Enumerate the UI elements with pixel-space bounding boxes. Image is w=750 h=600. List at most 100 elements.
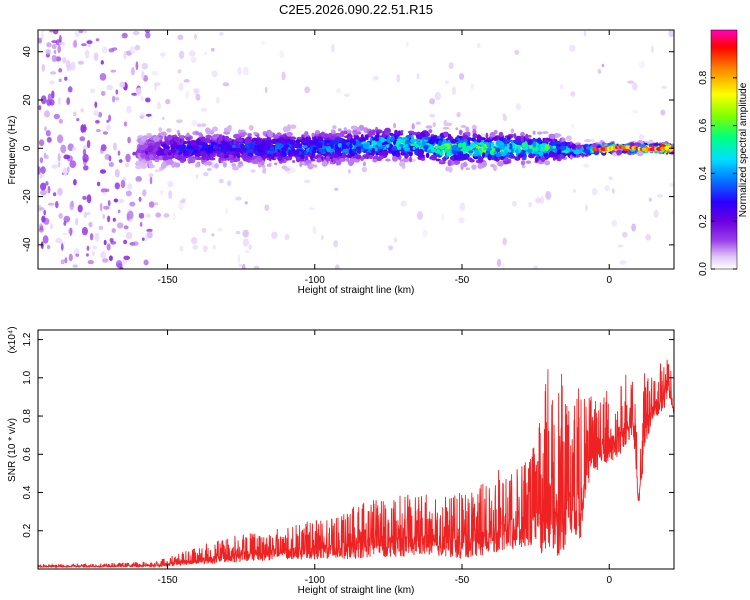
ridge-blob	[273, 153, 277, 157]
ridge-blob	[462, 142, 467, 150]
ridge-blob	[573, 149, 581, 155]
noise-blob	[72, 264, 78, 268]
ridge-blob	[455, 127, 459, 131]
noise-blob	[110, 69, 117, 73]
ridge-blob	[564, 149, 568, 154]
ridge-blob	[465, 167, 471, 170]
ridge-blob	[447, 133, 452, 141]
ridge-blob	[541, 131, 549, 134]
noise-blob	[102, 131, 108, 135]
ridge-blob	[343, 143, 347, 150]
noise-blob	[244, 250, 250, 253]
ridge-blob	[451, 144, 458, 151]
ridge-blob	[356, 126, 361, 132]
noise-blob	[619, 260, 627, 265]
noise-blob	[113, 198, 119, 203]
colorbar-tick-label: 0.6	[698, 118, 709, 132]
noise-blob	[143, 259, 149, 266]
noise-blob	[591, 188, 598, 196]
noise-blob	[123, 177, 127, 182]
ridge-blob	[386, 137, 391, 143]
noise-blob	[45, 49, 51, 55]
y-tick-label: -40	[22, 237, 33, 252]
noise-blob	[669, 183, 674, 188]
noise-blob	[138, 212, 145, 219]
ridge-blob	[177, 132, 181, 137]
ridge-blob	[333, 138, 340, 145]
ridge-blob	[612, 152, 618, 157]
noise-blob	[73, 179, 77, 186]
noise-blob	[92, 245, 98, 250]
ridge-blob	[256, 144, 261, 148]
noise-blob	[64, 257, 68, 264]
snr-y-ticks: 0.2 0.4 0.6 0.8 1.0 1.2	[22, 332, 674, 538]
ridge-blob	[487, 155, 492, 160]
ridge-blob	[447, 159, 452, 167]
noise-blob	[111, 47, 118, 51]
noise-blob	[456, 111, 461, 118]
ridge-blob	[385, 158, 391, 162]
ridge-blob	[571, 143, 576, 150]
ridge-blob	[226, 125, 232, 133]
noise-blob	[304, 86, 311, 94]
noise-blob	[129, 46, 136, 54]
ridge-blob	[239, 132, 246, 137]
noise-blob	[271, 231, 278, 239]
noise-blob	[45, 155, 49, 160]
y-tick-label: 0.4	[22, 485, 33, 499]
noise-blob	[52, 192, 57, 197]
noise-blob	[387, 245, 393, 249]
ridge-blob	[207, 147, 214, 154]
ridge-blob	[543, 144, 550, 151]
ridge-blob	[139, 140, 144, 146]
ridge-blob	[247, 133, 252, 137]
noise-blob	[80, 124, 85, 133]
noise-blob	[132, 241, 139, 246]
ridge-blob	[293, 149, 300, 155]
noise-blob	[121, 32, 128, 39]
ridge-blob	[432, 122, 436, 128]
ridge-blob	[199, 150, 207, 157]
noise-blob	[38, 105, 42, 111]
noise-blob	[117, 209, 121, 214]
ridge-blob	[443, 119, 448, 127]
ridge-blob	[204, 162, 208, 166]
noise-blob	[95, 38, 100, 42]
noise-blob	[141, 62, 148, 70]
ridge-blob	[214, 163, 219, 169]
noise-blob	[639, 134, 644, 140]
noise-blob	[645, 234, 651, 241]
noise-blob	[123, 50, 127, 60]
ridge-blob	[186, 145, 193, 150]
noise-blob	[81, 43, 87, 47]
ridge-blob	[374, 147, 378, 152]
noise-blob	[309, 207, 315, 211]
noise-blob	[102, 191, 107, 196]
ridge-blob	[236, 138, 244, 143]
ridge-blob	[525, 160, 532, 164]
noise-blob	[100, 188, 108, 193]
ridge-blob	[314, 130, 321, 135]
snr-panel: -150 -100 -50 0 0.2 0.4 0.6 0.8 1.0 1.2 Height o…	[7, 326, 675, 596]
ridge-blob	[397, 130, 401, 136]
ridge-blob	[195, 162, 200, 168]
x-tick-label: -100	[305, 575, 325, 586]
noise-blob	[44, 110, 50, 118]
noise-blob	[86, 140, 91, 149]
ridge-blob	[323, 142, 328, 146]
noise-blob	[250, 169, 256, 173]
ridge-blob	[307, 153, 312, 157]
noise-blob	[103, 239, 107, 246]
noise-blob	[441, 214, 445, 221]
ridge-blob	[540, 156, 546, 162]
ridge-blob	[293, 143, 300, 149]
noise-blob	[335, 264, 340, 269]
noise-blob	[79, 136, 86, 142]
noise-blob	[393, 237, 398, 243]
ridge-blob	[490, 163, 496, 168]
ridge-blob	[191, 158, 196, 163]
ridge-blob	[182, 156, 187, 162]
ridge-blob	[248, 143, 254, 148]
noise-blob	[185, 90, 190, 99]
noise-blob	[53, 49, 57, 55]
